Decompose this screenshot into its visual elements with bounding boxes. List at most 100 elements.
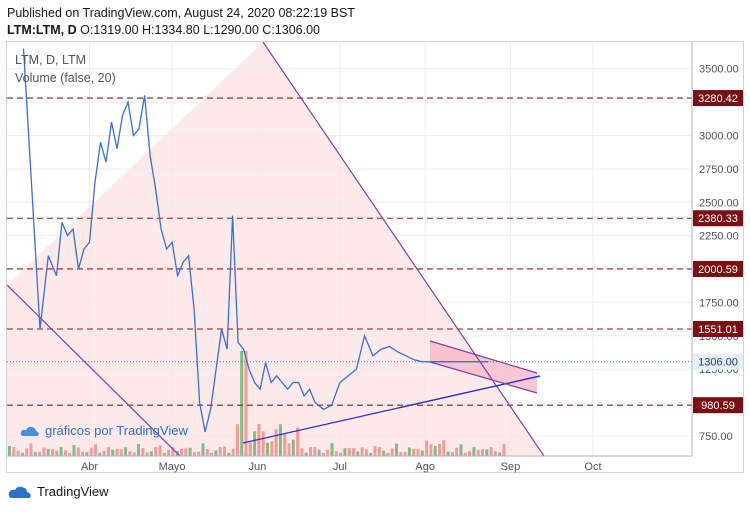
volume-bar	[154, 447, 158, 456]
volume-bar	[321, 452, 325, 456]
volume-bar	[51, 448, 54, 456]
tradingview-logo-icon	[8, 486, 31, 498]
support-trend-line-2	[397, 375, 541, 409]
volume-bar	[192, 452, 196, 456]
volume-bar	[111, 449, 115, 456]
volume-bar	[235, 424, 239, 456]
volume-bar	[463, 452, 467, 456]
level-tag	[693, 210, 743, 227]
x-tick-label: Ago	[415, 461, 435, 473]
volume-bar	[197, 451, 201, 456]
volume-bar	[300, 448, 304, 456]
volume-bar	[16, 450, 20, 456]
watermark-text: gráficos por TradingView	[45, 423, 188, 438]
x-tick-label: Abr	[81, 461, 98, 473]
legend-volume: Volume (false, 20)	[15, 71, 116, 85]
volume-bar	[244, 351, 248, 456]
trend-lines	[7, 42, 545, 456]
high-value: 1334.80	[154, 23, 200, 37]
volume-bar	[485, 449, 489, 456]
volume-bar	[132, 452, 136, 456]
published-line: Published on TradingView.com, August 24,…	[7, 6, 355, 20]
open-value: 1319.00	[93, 23, 139, 37]
volume-bar	[416, 448, 420, 456]
volume-bar	[274, 429, 278, 456]
volume-bar	[261, 431, 265, 456]
volume-bar	[317, 449, 321, 456]
volume-bar	[201, 443, 205, 456]
level-tag-label: 2380.33	[698, 213, 738, 225]
volume-bar	[98, 452, 102, 456]
volume-bar	[210, 452, 214, 456]
volume-bar	[59, 447, 63, 456]
level-tag-label: 980.59	[701, 400, 735, 412]
volume-bar	[283, 433, 287, 456]
volume-bar	[420, 450, 424, 456]
level-tag	[693, 260, 743, 277]
volume-bar	[330, 443, 334, 456]
volume-bar	[498, 452, 502, 456]
volume-bar	[81, 451, 85, 456]
volume-bar	[412, 448, 416, 456]
volume-bar	[145, 452, 149, 456]
volume-bar	[171, 447, 175, 456]
volume-bar	[141, 448, 145, 456]
volume-bar	[360, 447, 364, 456]
volume-bar	[89, 447, 93, 456]
flag-upper-line	[429, 340, 538, 374]
footer-brand[interactable]: TradingView	[8, 484, 109, 499]
volume-bar	[33, 452, 37, 456]
volume-bar	[55, 450, 59, 456]
low-value: 1290.00	[213, 23, 259, 37]
volume-bar	[184, 448, 188, 456]
volume-bar	[106, 447, 110, 456]
volume-bar	[395, 443, 398, 456]
volume-bar	[231, 448, 235, 456]
volume-bar	[489, 447, 493, 456]
volume-bar	[373, 446, 377, 456]
volume-bar	[8, 446, 11, 456]
y-tick-label: 1750.00	[699, 297, 739, 309]
y-tick-label: 2500.00	[699, 197, 739, 209]
watermark: gráficos por TradingView	[20, 423, 188, 438]
y-tick-label: 750.00	[699, 431, 733, 443]
volume-bar	[205, 449, 209, 456]
volume-bar	[240, 351, 244, 456]
volume-bar	[63, 450, 67, 456]
y-tick-label: 3500.00	[699, 64, 739, 76]
volume-bar	[334, 451, 338, 456]
last-price-label: 1306.00	[698, 357, 738, 369]
volume-bar	[124, 447, 128, 456]
price-line	[22, 48, 489, 433]
volume-bar	[433, 445, 437, 456]
volume-bar	[291, 439, 295, 456]
volume-bar	[85, 452, 89, 456]
volume-bar	[158, 445, 162, 456]
volume-bar	[167, 449, 171, 456]
chart-header: Published on TradingView.com, August 24,…	[7, 5, 355, 39]
chart-legend: LTM, D, LTM Volume (false, 20)	[15, 51, 116, 87]
volume-bar	[162, 452, 166, 456]
volume-bar	[304, 452, 308, 456]
volume-bar	[149, 451, 153, 456]
volume-bar	[390, 448, 394, 456]
volume-bar	[102, 450, 106, 456]
x-tick-label: Mayo	[159, 461, 186, 473]
level-tag	[693, 320, 743, 337]
volume-bar	[309, 447, 312, 456]
volume-bar	[38, 451, 42, 456]
volume-bar	[287, 443, 291, 456]
volume-bar	[227, 452, 231, 456]
volume-bar	[46, 448, 50, 456]
volume-bar	[472, 447, 476, 456]
volume-bar	[296, 427, 300, 456]
volume-bar	[450, 452, 454, 456]
channel-zone	[7, 42, 544, 456]
volume-bar	[377, 447, 381, 456]
horizontal-levels	[7, 97, 692, 406]
legend-symbol: LTM, D, LTM	[15, 53, 87, 67]
cloud-icon	[20, 426, 39, 436]
volume-bar	[180, 448, 183, 456]
close-label: C:	[262, 23, 275, 37]
